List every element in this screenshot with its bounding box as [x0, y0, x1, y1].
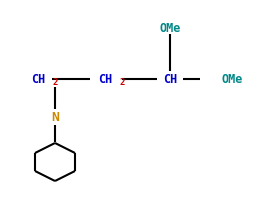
- Text: CH: CH: [98, 73, 112, 86]
- Text: OMe: OMe: [221, 73, 243, 86]
- Text: OMe: OMe: [159, 21, 181, 34]
- Text: CH: CH: [163, 73, 177, 86]
- Text: 2: 2: [52, 78, 58, 87]
- Text: 2: 2: [119, 78, 125, 87]
- Text: CH: CH: [31, 73, 45, 86]
- Text: N: N: [51, 111, 59, 124]
